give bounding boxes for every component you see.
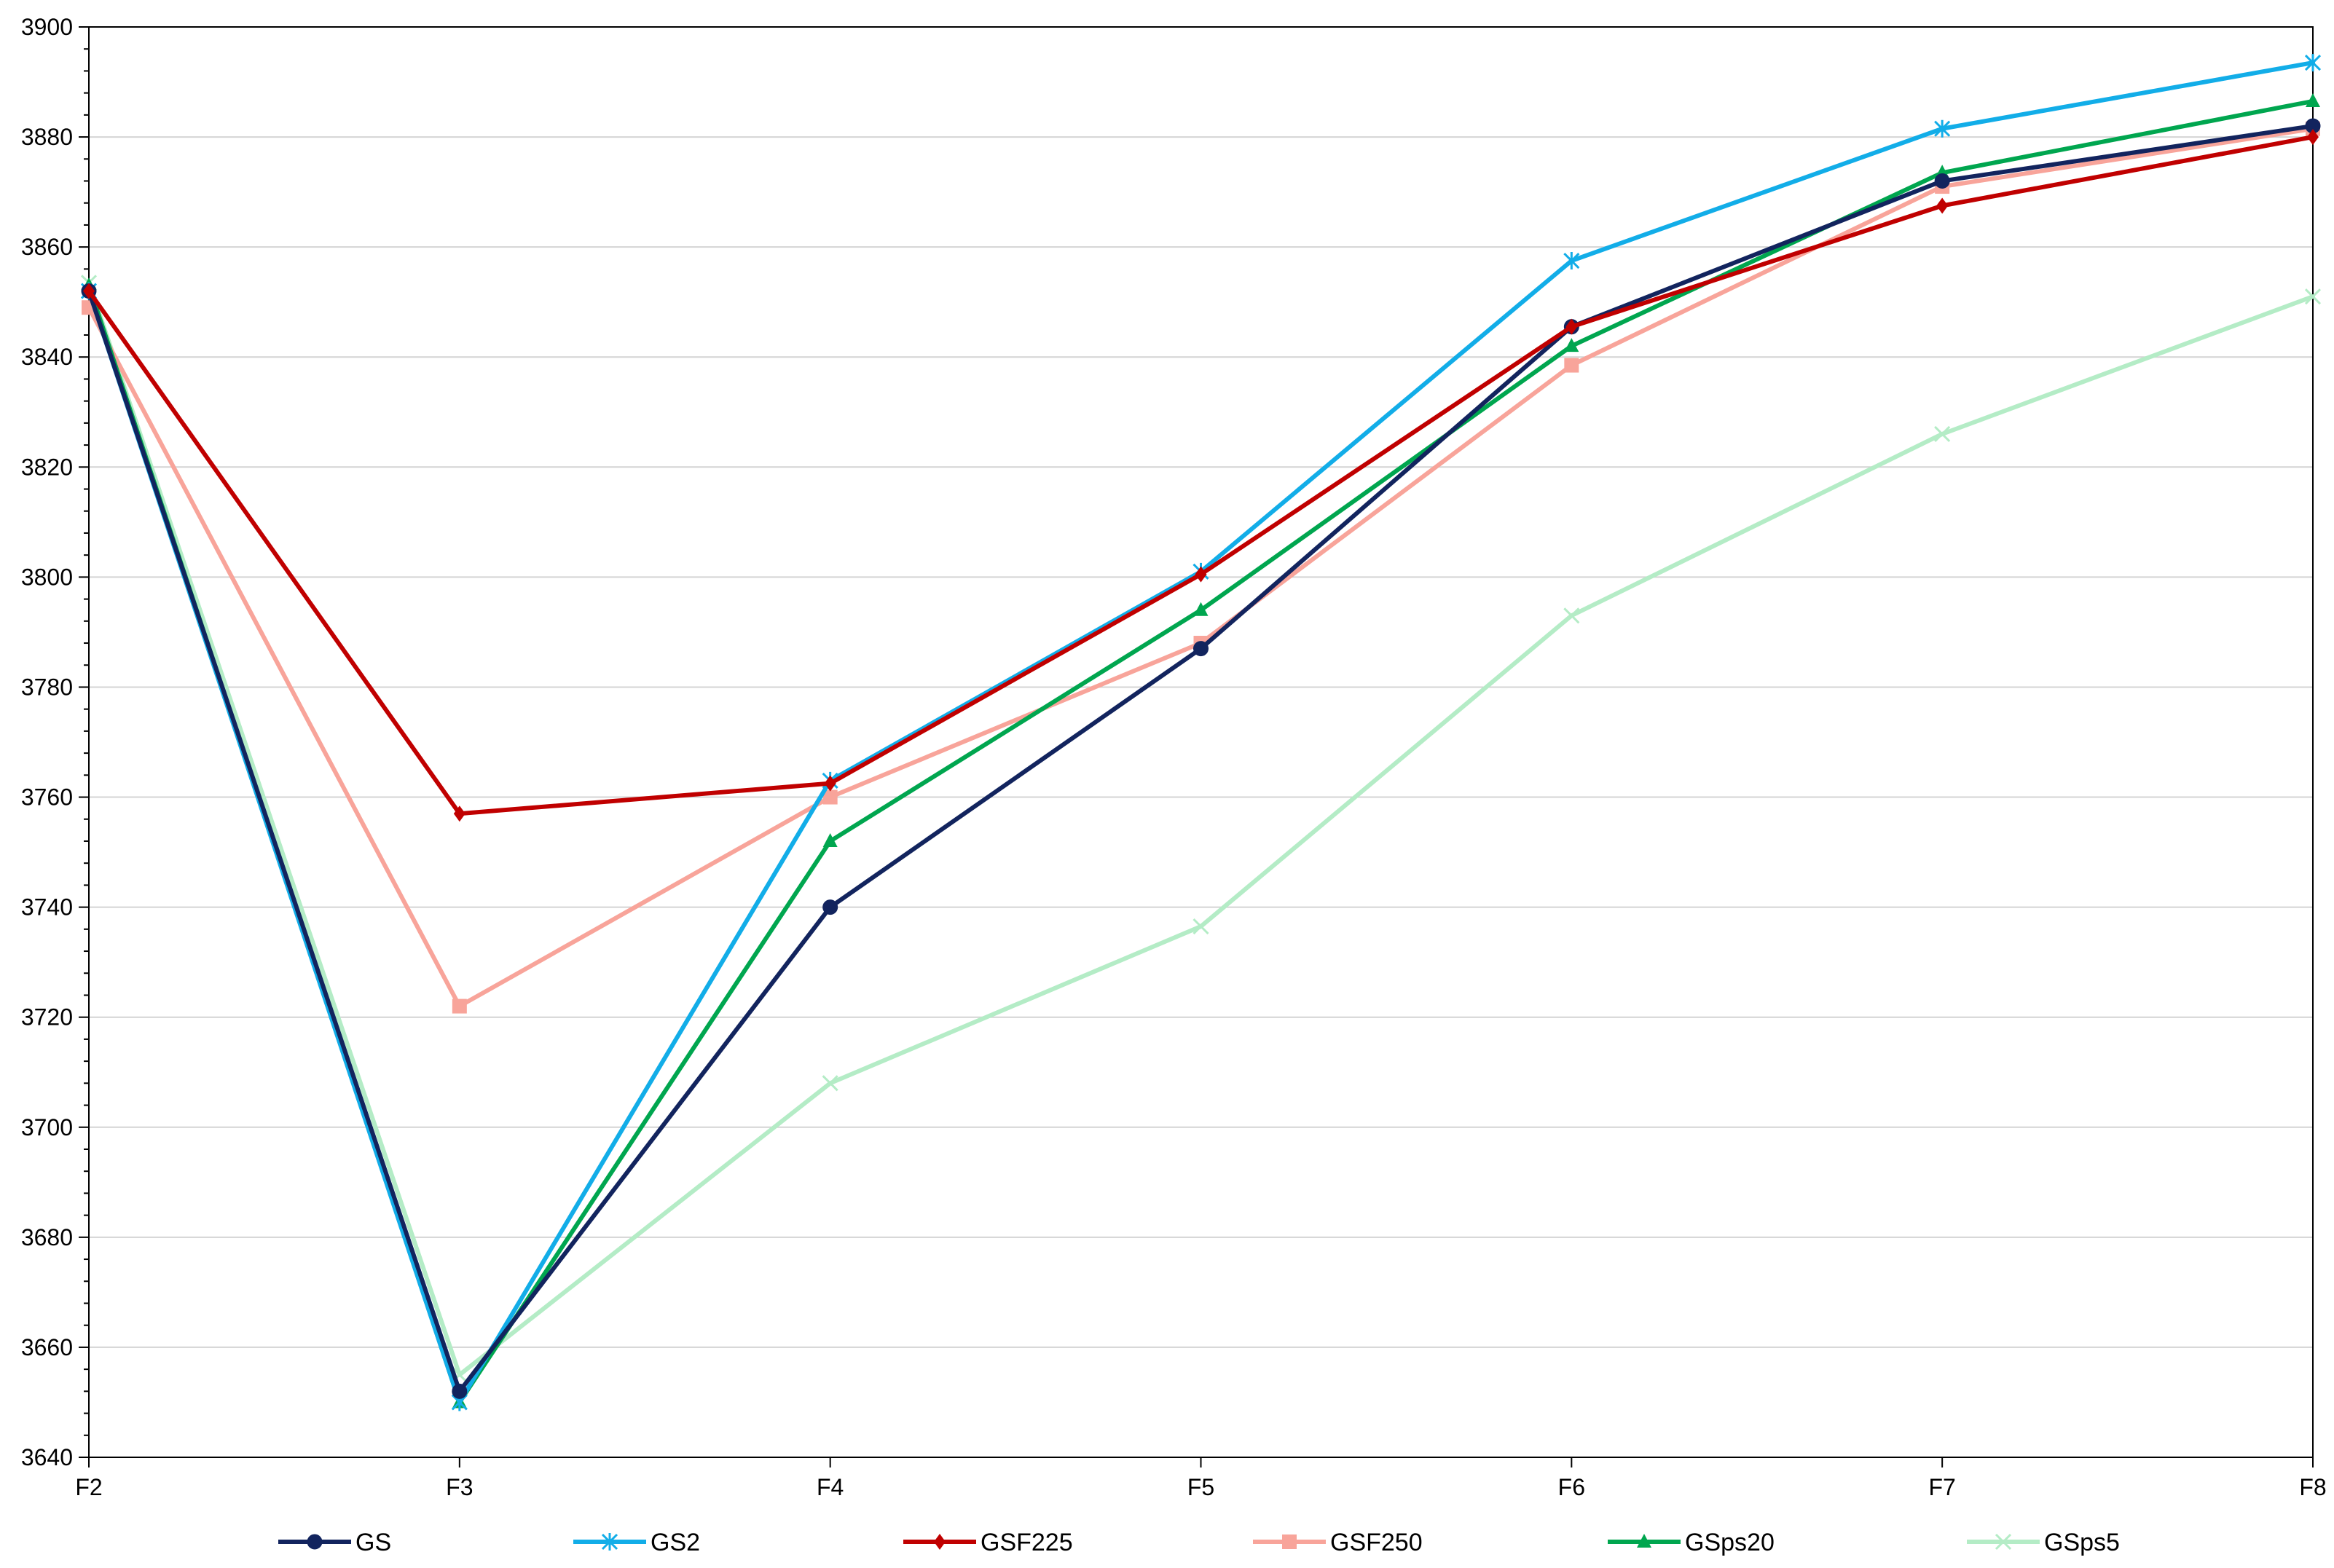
y-tick-label: 3880 xyxy=(21,124,73,150)
x-tick-label: F6 xyxy=(1558,1474,1585,1500)
y-tick-label: 3780 xyxy=(21,674,73,700)
gridlines xyxy=(89,26,2313,1348)
legend-item-gsf225: GSF225 xyxy=(903,1529,1073,1556)
data-point xyxy=(1192,918,1209,935)
x-tick-label: F5 xyxy=(1187,1474,1214,1500)
data-point xyxy=(2306,92,2320,107)
series-gsps5 xyxy=(80,275,2322,1383)
series-gs2 xyxy=(80,54,2322,1411)
plot-frame xyxy=(88,26,2314,1458)
legend-label: GS xyxy=(355,1529,391,1556)
data-point xyxy=(824,775,836,792)
legend-marker xyxy=(934,1534,946,1550)
series-line xyxy=(87,60,2315,1405)
legend-label: GS2 xyxy=(651,1529,700,1556)
data-point xyxy=(1564,338,1579,352)
data-point xyxy=(822,1075,838,1092)
data-point xyxy=(2307,129,2319,146)
data-point xyxy=(1934,425,1951,443)
legend-label: GSps20 xyxy=(1685,1529,1775,1556)
data-point xyxy=(452,998,467,1014)
y-tick-label: 3700 xyxy=(21,1114,73,1140)
y-tick-label: 3660 xyxy=(21,1334,73,1360)
legend-item-gsps5: GSps5 xyxy=(1967,1529,2120,1556)
series-line xyxy=(87,280,2315,1377)
data-point xyxy=(2304,54,2322,72)
y-tick-label: 3840 xyxy=(21,344,73,370)
series-line xyxy=(87,135,2315,816)
data-point xyxy=(1193,602,1209,616)
legend: GS GS2 GSF225 GSF250 GSps20 GSps5 xyxy=(278,1529,2120,1556)
axes: 3640 3660 3680 3700 3720 3740 3760 3780 3800 3820… xyxy=(21,14,2327,1500)
series-group xyxy=(80,54,2322,1411)
y-tick-label: 3760 xyxy=(21,784,73,811)
series-line xyxy=(87,98,2315,1405)
legend-label: GSF225 xyxy=(981,1529,1073,1556)
data-point xyxy=(1563,252,1580,270)
legend-item-gsps20: GSps20 xyxy=(1608,1529,1775,1556)
legend-item-gs: GS xyxy=(278,1529,391,1556)
x-tick-label: F2 xyxy=(75,1474,102,1500)
y-tick-label: 3800 xyxy=(21,564,73,590)
x-tick-label: F7 xyxy=(1928,1474,1955,1500)
y-tick-label: 3740 xyxy=(21,894,73,921)
series-gsf225 xyxy=(83,129,2319,822)
data-point xyxy=(1934,119,1951,138)
data-point xyxy=(2304,288,2322,305)
y-tick-label: 3680 xyxy=(21,1224,73,1250)
data-point xyxy=(83,283,95,299)
y-tick-label: 3860 xyxy=(21,234,73,260)
legend-item-gs2: GS2 xyxy=(573,1529,700,1556)
y-tick-label: 3900 xyxy=(21,14,73,40)
y-tick-label: 3640 xyxy=(21,1444,73,1470)
data-point xyxy=(1193,641,1209,657)
legend-marker xyxy=(1282,1534,1297,1549)
legend-label: GSF250 xyxy=(1330,1529,1423,1556)
data-point xyxy=(453,805,465,822)
x-tick-label: F3 xyxy=(446,1474,473,1500)
x-tick-label: F8 xyxy=(2299,1474,2326,1500)
legend-marker xyxy=(1995,1533,2012,1551)
data-point xyxy=(822,899,838,915)
data-point xyxy=(822,832,838,847)
data-point xyxy=(1195,566,1207,583)
data-point xyxy=(822,789,838,805)
legend-marker xyxy=(1637,1534,1651,1548)
data-point xyxy=(1565,318,1578,335)
data-point xyxy=(1563,607,1580,624)
series-gs xyxy=(81,118,2321,1399)
y-tick-label: 3720 xyxy=(21,1004,73,1031)
legend-item-gsf250: GSF250 xyxy=(1253,1529,1423,1556)
data-point xyxy=(1936,197,1949,214)
data-point xyxy=(452,1383,468,1399)
legend-marker xyxy=(601,1533,618,1551)
data-point xyxy=(1564,358,1579,373)
y-tick-label: 3820 xyxy=(21,454,73,480)
data-point xyxy=(1934,173,1950,189)
legend-marker xyxy=(307,1534,323,1550)
legend-label: GSps5 xyxy=(2044,1529,2120,1556)
x-tick-label: F4 xyxy=(817,1474,844,1500)
